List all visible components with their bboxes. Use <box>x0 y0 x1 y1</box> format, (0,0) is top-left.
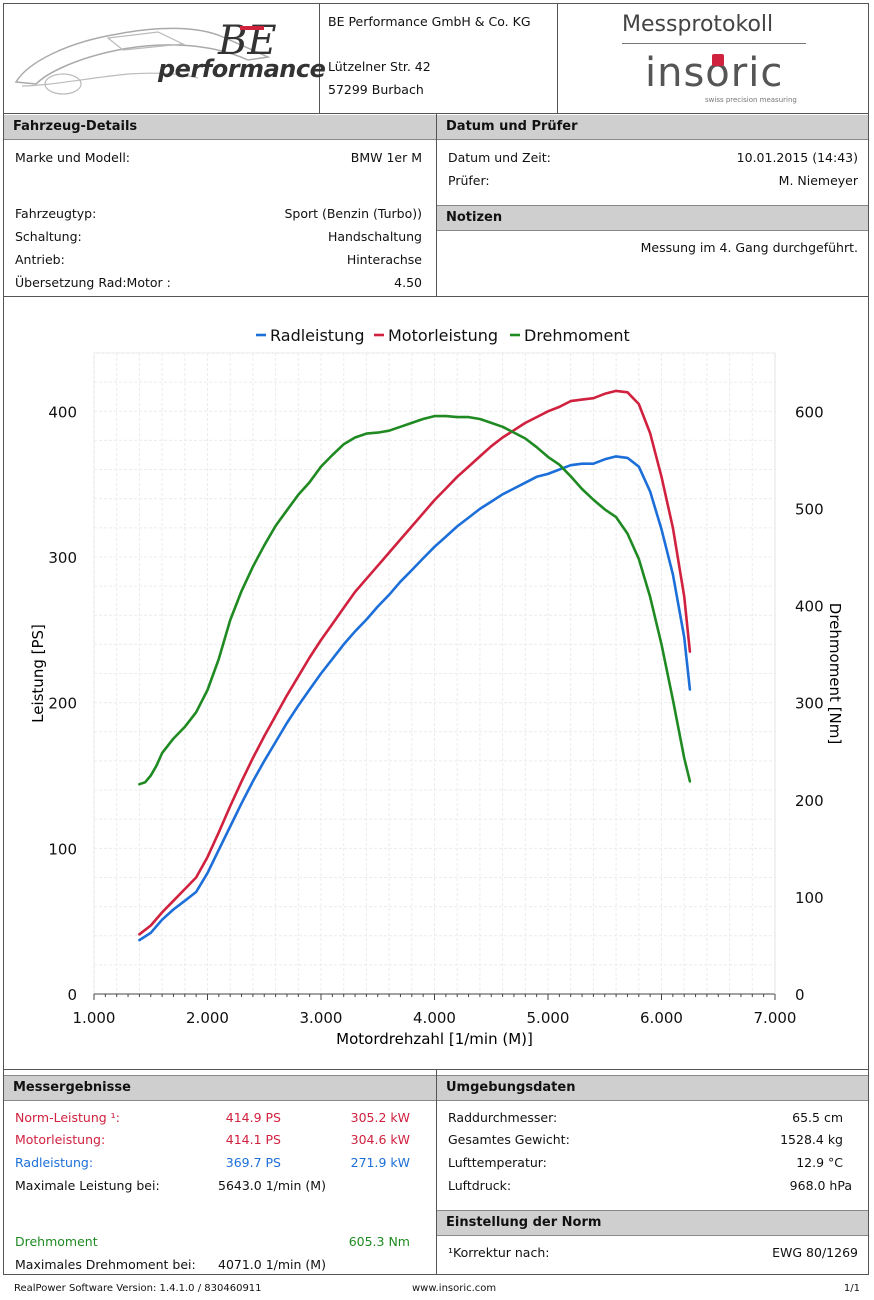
performance-logo: performance <box>158 55 326 83</box>
y2-tick-label: 200 <box>795 792 824 810</box>
details-bottom-line <box>3 296 869 297</box>
weight-value: 1528.4 kg <box>780 1132 843 1147</box>
y-tick-label: 400 <box>48 403 77 421</box>
be-logo-accent <box>240 26 264 30</box>
motor-power-label: Motorleistung: <box>15 1132 106 1147</box>
y-axis-label: Leistung [PS] <box>29 624 47 723</box>
details-divider <box>436 113 437 296</box>
norm-correction-label: ¹Korrektur nach: <box>448 1245 550 1260</box>
norm-power-label: Norm-Leistung ¹: <box>15 1110 120 1125</box>
environment-section-header: Umgebungsdaten <box>437 1075 868 1101</box>
x-tick-label: 5.000 <box>527 1009 570 1027</box>
tester-value: M. Niemeyer <box>778 173 858 188</box>
tester-label: Prüfer: <box>448 173 490 188</box>
legend-label-radleistung: Radleistung <box>270 326 365 345</box>
insoric-tagline: swiss precision measuring <box>705 96 797 104</box>
y2-tick-label: 0 <box>795 986 805 1004</box>
be-logo: BE <box>218 18 277 64</box>
document-title: Messprotokoll <box>622 12 774 37</box>
y-tick-label: 0 <box>67 986 77 1004</box>
results-section-header: Messergebnisse <box>4 1075 436 1101</box>
max-torque-rpm-label: Maximales Drehmoment bei: <box>15 1257 196 1272</box>
torque-value: 605.3 Nm <box>348 1234 410 1249</box>
x-tick-label: 6.000 <box>640 1009 683 1027</box>
y2-tick-label: 400 <box>795 598 824 616</box>
make-label: Marke und Modell: <box>15 150 131 165</box>
footer-page: 1/1 <box>843 1283 860 1294</box>
type-label: Fahrzeugtyp: <box>15 206 97 221</box>
insoric-logo-accent <box>712 54 724 66</box>
type-value: Sport (Benzin (Turbo)) <box>284 206 422 221</box>
max-torque-rpm-value: 4071.0 1/min (M) <box>218 1257 326 1272</box>
gearbox-label: Schaltung: <box>15 229 82 244</box>
norm-power-kw: 305.2 kW <box>350 1110 410 1125</box>
temperature-value: 12.9 °C <box>796 1155 843 1170</box>
x-tick-label: 3.000 <box>300 1009 343 1027</box>
company-name: BE Performance GmbH & Co. KG <box>328 14 531 29</box>
y2-tick-label: 600 <box>795 403 824 421</box>
x-axis-label: Motordrehzahl [1/min (M)] <box>336 1030 533 1048</box>
torque-label: Drehmoment <box>15 1234 98 1249</box>
norm-power-ps: 414.9 PS <box>225 1110 281 1125</box>
datetime-label: Datum und Zeit: <box>448 150 551 165</box>
chart-legend: Radleistung Motorleistung Drehmoment <box>256 326 630 345</box>
drive-value: Hinterachse <box>346 252 422 267</box>
car-silhouette-icon <box>14 27 271 95</box>
y-tick-label: 200 <box>48 695 77 713</box>
x-tick-label: 4.000 <box>413 1009 456 1027</box>
wheel-power-ps: 369.7 PS <box>225 1155 281 1170</box>
motor-power-kw: 304.6 kW <box>350 1132 410 1147</box>
footer-version: RealPower Software Version: 1.4.1.0 / 83… <box>14 1283 262 1294</box>
pressure-value: 968.0 hPa <box>789 1178 852 1193</box>
ratio-label: Übersetzung Rad:Motor : <box>15 275 171 290</box>
vehicle-section-header: Fahrzeug-Details <box>4 115 436 140</box>
company-city: 57299 Burbach <box>328 82 424 97</box>
legend-label-motorleistung: Motorleistung <box>388 326 498 345</box>
wheel-power-label: Radleistung: <box>15 1155 94 1170</box>
gearbox-value: Handschaltung <box>327 229 422 244</box>
y2-axis-label: Drehmoment [Nm] <box>826 603 844 744</box>
company-street: Lützelner Str. 42 <box>328 59 431 74</box>
pressure-label: Luftdruck: <box>448 1178 512 1193</box>
header-divider-1 <box>319 3 320 113</box>
x-tick-label: 7.000 <box>754 1009 797 1027</box>
y2-tick-label: 100 <box>795 889 824 907</box>
x-tick-label: 1.000 <box>73 1009 116 1027</box>
max-power-rpm-label: Maximale Leistung bei: <box>15 1178 160 1193</box>
dyno-chart: Radleistung Motorleistung Drehmoment 1.000… <box>29 326 844 1048</box>
series-line-radleistung <box>138 455 692 942</box>
datetime-value: 10.01.2015 (14:43) <box>736 150 858 165</box>
results-divider <box>436 1069 437 1275</box>
wheel-diameter-value: 65.5 cm <box>792 1110 843 1125</box>
y-tick-label: 100 <box>48 840 77 858</box>
legend-label-drehmoment: Drehmoment <box>524 326 630 345</box>
header-divider-2 <box>557 3 558 113</box>
title-underline <box>622 43 806 44</box>
max-power-rpm-value: 5643.0 1/min (M) <box>218 1178 326 1193</box>
footer-website[interactable]: www.insoric.com <box>412 1283 497 1294</box>
temperature-label: Lufttemperatur: <box>448 1155 547 1170</box>
ratio-value: 4.50 <box>394 275 422 290</box>
series-line-motorleistung <box>138 389 692 936</box>
drive-label: Antrieb: <box>15 252 65 267</box>
wheel-power-kw: 271.9 kW <box>350 1155 410 1170</box>
motor-power-ps: 414.1 PS <box>225 1132 281 1147</box>
y2-tick-label: 500 <box>795 500 824 518</box>
date-section-header: Datum und Prüfer <box>437 115 868 140</box>
y-tick-label: 300 <box>48 549 77 567</box>
y2-tick-label: 300 <box>795 695 824 713</box>
x-tick-label: 2.000 <box>186 1009 229 1027</box>
notes-text: Messung im 4. Gang durchgeführt. <box>640 240 858 255</box>
wheel-diameter-label: Raddurchmesser: <box>448 1110 558 1125</box>
chart-series <box>138 389 692 942</box>
norm-correction-value: EWG 80/1269 <box>772 1245 858 1260</box>
chart-grid <box>93 352 776 995</box>
chart-axes: 1.000 2.000 3.000 4.000 5.000 6.000 7.000 0 100 2… <box>48 353 824 1027</box>
notes-section-header: Notizen <box>437 205 868 231</box>
norm-section-header: Einstellung der Norm <box>437 1210 868 1236</box>
weight-label: Gesamtes Gewicht: <box>448 1132 570 1147</box>
series-line-drehmoment <box>138 414 692 786</box>
make-value: BMW 1er M <box>350 150 422 165</box>
